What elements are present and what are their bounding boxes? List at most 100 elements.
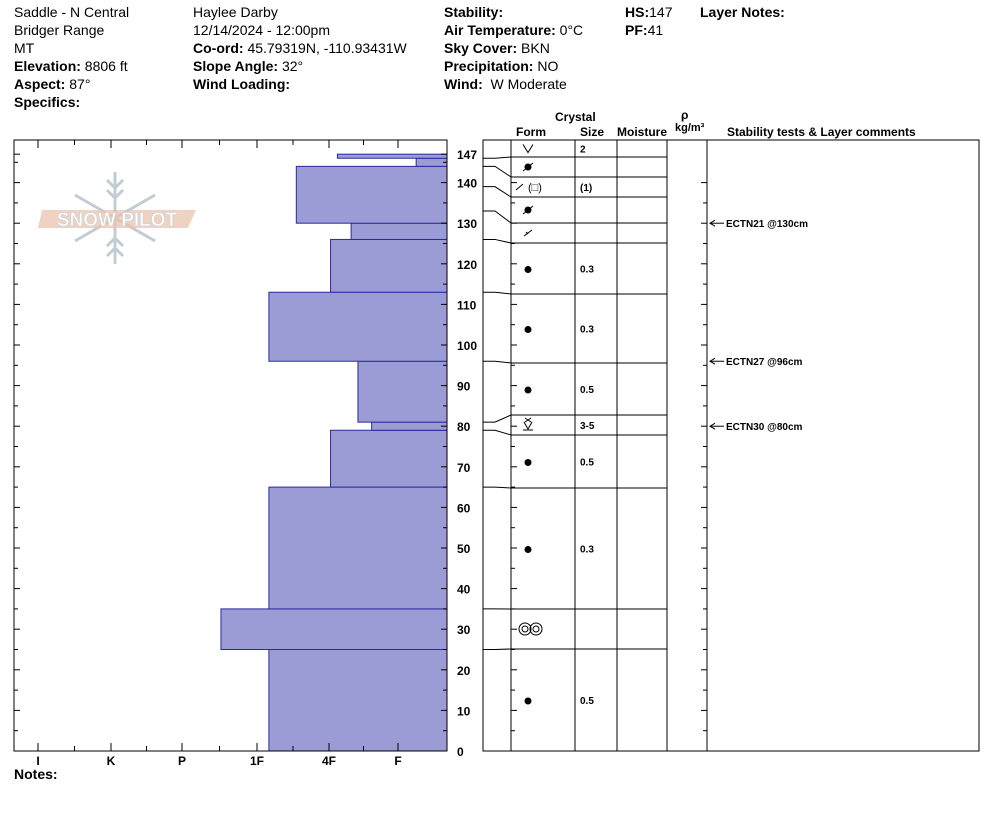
layer-connector bbox=[483, 414, 512, 423]
depth-tick-label: 110 bbox=[457, 298, 477, 312]
decomposed-grain-slash bbox=[522, 205, 534, 215]
datetime: 12/14/2024 - 12:00pm bbox=[193, 22, 330, 38]
observer: Haylee Darby bbox=[193, 4, 278, 20]
snow-height: HS:147 bbox=[625, 4, 673, 20]
depth-tick-label: 10 bbox=[457, 704, 471, 718]
layer-connector bbox=[483, 238, 512, 244]
melt-form-icon-inner bbox=[532, 625, 540, 633]
stability-tests: ECTN21 @130cm ECTN27 @96cm ECTN30 @80cm bbox=[709, 219, 808, 433]
layer-connector bbox=[483, 291, 512, 295]
hardness-tick-label: F bbox=[394, 754, 401, 768]
depth-tick-label: 100 bbox=[457, 339, 477, 353]
hardness-bar bbox=[336, 153, 448, 159]
layer-connector bbox=[483, 429, 512, 436]
stability-arrowhead bbox=[709, 219, 716, 227]
hardness-tick-label: K bbox=[107, 754, 116, 768]
location: Saddle - N Central bbox=[14, 4, 130, 20]
depth-tick-label: 90 bbox=[457, 380, 471, 394]
crystal-size: 0.5 bbox=[580, 385, 594, 396]
air-temperature: Air Temperature: 0°C bbox=[444, 22, 584, 38]
hardness-bar bbox=[220, 608, 448, 651]
sky-cover: Sky Cover: BKN bbox=[444, 40, 550, 56]
depth-tick-label: 30 bbox=[457, 623, 471, 637]
hardness-tick-label: 4F bbox=[322, 754, 336, 768]
penetration-foot: PF:41 bbox=[625, 22, 664, 38]
melt-form-icon bbox=[518, 622, 532, 636]
hardness-bar bbox=[350, 222, 448, 240]
depth-tick-label: 60 bbox=[457, 501, 471, 515]
hardness-tick-label: I bbox=[36, 754, 39, 768]
stability: Stability: bbox=[444, 4, 504, 20]
layer-connector bbox=[483, 360, 512, 364]
layer-connector bbox=[483, 165, 512, 178]
layer-connector bbox=[483, 210, 512, 224]
depth-axis: 0 10 20 30 40 50 60 70 80 90 100 110 120 130 140 147 bbox=[14, 148, 477, 759]
col-form: Form bbox=[516, 125, 546, 139]
depth-tick-label: 0 bbox=[457, 745, 464, 759]
col-density-unit: kg/m³ bbox=[675, 122, 705, 134]
hardness-plot-frame bbox=[13, 139, 448, 752]
header-hs-pf: HS:147 PF:41 bbox=[625, 3, 672, 39]
col-rho: ρ bbox=[681, 108, 689, 122]
header-left: Saddle - N Central Bridger Range MT Elev… bbox=[14, 3, 129, 111]
depth-tick-label: 120 bbox=[457, 258, 477, 272]
layer-notes: Layer Notes: bbox=[700, 4, 785, 20]
crystal-size: 0.5 bbox=[580, 696, 594, 707]
hardness-bar bbox=[357, 360, 448, 423]
crystal-size: 3-5 bbox=[580, 421, 595, 432]
coordinates: Co-ord: 45.79319N, -110.93431W bbox=[193, 40, 407, 56]
faceted-grain-icon: (□) bbox=[528, 182, 542, 194]
notes-label: Notes: bbox=[14, 766, 58, 782]
stability-arrowhead bbox=[709, 422, 716, 430]
melt-form-icon bbox=[529, 622, 543, 636]
hardness-bar bbox=[268, 649, 448, 752]
faceting-icon-mark bbox=[525, 231, 529, 235]
crystal-size: 2 bbox=[580, 145, 586, 156]
wind-loading: Wind Loading: bbox=[193, 76, 291, 92]
elevation: Elevation: 8806 ft bbox=[14, 58, 128, 74]
hardness-tick-label: P bbox=[178, 754, 186, 768]
melt-form-icon-inner bbox=[521, 625, 529, 633]
slope-angle: Slope Angle: 32° bbox=[193, 58, 304, 74]
plot-border bbox=[13, 139, 448, 752]
hardness-axis: I K P 1F 4F F bbox=[36, 140, 402, 768]
col-stability: Stability tests & Layer comments bbox=[727, 125, 916, 139]
stability-test-label: ECTN27 @96cm bbox=[726, 357, 803, 368]
header-weather: Stability: Air Temperature: 0°C Sky Cove… bbox=[444, 3, 583, 93]
snowpilot-watermark: SNOW PILOT bbox=[38, 172, 196, 264]
depth-tick-label: 40 bbox=[457, 583, 471, 597]
rounded-grain-icon bbox=[524, 546, 532, 553]
depth-tick-label: 50 bbox=[457, 542, 471, 556]
layer-connector bbox=[483, 486, 512, 489]
crystal-size: (1) bbox=[580, 183, 592, 194]
crystal-size: 0.5 bbox=[580, 458, 594, 469]
depth-tick-label: 130 bbox=[457, 217, 477, 231]
hardness-bar bbox=[295, 165, 448, 224]
hardness-bar bbox=[371, 421, 448, 431]
depth-tick-label: 70 bbox=[457, 461, 471, 475]
crystal-size: 0.3 bbox=[580, 265, 594, 276]
hardness-bar bbox=[330, 238, 448, 293]
specifics: Specifics: bbox=[14, 94, 81, 110]
buried-surface-hoar-mark bbox=[524, 417, 532, 423]
layer-connector bbox=[483, 156, 512, 159]
stability-arrowhead bbox=[709, 357, 716, 365]
decomposed-grain-slash bbox=[522, 162, 534, 172]
rounded-grain-icon bbox=[524, 386, 532, 394]
col-crystal: Crystal bbox=[555, 110, 596, 124]
hardness-bar bbox=[415, 157, 448, 167]
depth-tick-label: 147 bbox=[457, 148, 477, 162]
buried-surface-hoar-icon bbox=[523, 421, 533, 431]
stability-test-label: ECTN30 @80cm bbox=[726, 422, 803, 433]
header-middle: Haylee Darby 12/14/2024 - 12:00pm Co-ord… bbox=[193, 3, 407, 93]
hardness-layers bbox=[220, 153, 448, 752]
depth-tick-label: 80 bbox=[457, 420, 471, 434]
table-border bbox=[482, 139, 980, 752]
layer-connector bbox=[483, 186, 512, 198]
col-moisture: Moisture bbox=[617, 125, 668, 139]
layer-table bbox=[482, 139, 980, 752]
rounded-grain-icon bbox=[524, 459, 532, 466]
crystal-forms: 2 (□) (1) 0.3 0.3 0.5 3-5 0.5 0.3 0.5 bbox=[515, 144, 595, 707]
hardness-tick-label: 1F bbox=[250, 754, 264, 768]
